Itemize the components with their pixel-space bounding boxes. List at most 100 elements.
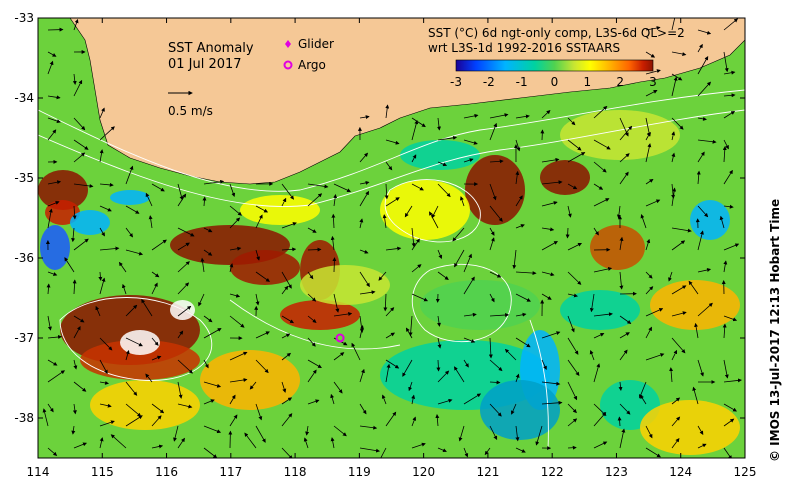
current-vector [71,227,76,243]
current-vector [722,323,727,339]
current-vector [567,242,583,251]
current-vector [489,205,503,222]
y-tick-label: -35 [14,171,34,185]
current-vector [723,315,738,322]
current-vector [541,331,561,339]
current-vector [255,403,263,421]
current-vector [73,183,94,188]
colorbar-tick-label: -2 [483,75,495,89]
current-vector [229,394,236,405]
current-vector [151,444,164,449]
current-vector [99,205,112,212]
current-vector [619,171,629,185]
current-vector [617,416,622,427]
current-vector [567,445,577,450]
anomaly-patch [70,210,110,235]
current-vector [697,151,705,163]
current-vector [723,403,737,412]
current-vector [359,115,370,120]
current-vector [73,315,85,323]
current-vector [99,420,115,427]
current-vector [437,370,450,383]
current-vector [408,381,413,392]
current-vector [515,224,525,229]
current-vector [719,215,725,229]
current-vector [411,227,416,248]
current-vector [307,369,317,383]
current-vector [125,415,143,427]
current-vector [435,414,440,427]
current-vector [47,60,54,75]
anomaly-patch [110,190,150,205]
current-vector [645,143,652,163]
current-vector [697,43,703,53]
current-vector [307,315,317,323]
current-vector [203,425,222,434]
current-vector [515,195,523,207]
anomaly-patch [540,160,590,195]
current-vector [177,282,190,295]
current-vector [145,192,153,207]
current-vector [177,305,192,317]
current-vector [229,263,234,273]
current-vector [330,393,335,405]
argo-marker-icon [283,60,293,70]
current-vector [411,394,416,405]
current-vector [463,253,472,273]
current-vector [333,183,352,193]
current-vector [541,157,560,163]
y-tick-label: -33 [14,11,34,25]
current-vector [723,169,733,185]
current-vector [332,257,337,273]
x-tick-label: 123 [605,465,628,479]
current-vector [593,333,605,339]
anomaly-patch [240,195,320,225]
x-tick-label: 125 [734,465,757,479]
current-vector [565,227,570,239]
current-vector [567,139,582,151]
current-vector [98,271,103,281]
current-vector [229,414,238,427]
current-vector [671,18,676,31]
current-vector [489,293,495,303]
current-vector [359,218,364,229]
current-vector [567,117,576,126]
current-vector [255,214,263,229]
current-vector [110,434,127,449]
current-vector [567,337,579,355]
anomaly-patch [590,225,645,270]
current-vector [151,183,165,192]
current-vector [303,437,309,449]
current-vector [47,51,57,57]
current-vector [489,159,504,164]
current-vector [71,425,76,435]
current-vector [567,315,575,333]
current-vector [567,403,577,414]
current-vector [619,153,630,163]
current-vector [359,180,370,185]
current-vector [669,367,674,383]
anomaly-patch [90,380,200,430]
current-vector [489,359,503,372]
current-vector [463,447,469,458]
current-vector [118,261,127,273]
current-vector [281,247,297,252]
current-vector [177,242,190,251]
current-vector [723,18,739,31]
x-tick-label: 116 [155,465,178,479]
current-vector [515,312,527,317]
current-vector [47,117,61,124]
current-vector [229,293,241,298]
current-vector [515,447,526,453]
current-vector [723,359,729,379]
current-vector [99,107,105,119]
current-vector [148,215,153,229]
current-vector [489,271,502,278]
anomaly-patch [560,290,640,330]
current-vector [151,415,162,427]
current-vector [671,117,684,130]
current-vector [411,442,426,449]
current-vector [431,205,439,219]
current-vector [619,236,624,251]
current-vector [99,403,112,408]
